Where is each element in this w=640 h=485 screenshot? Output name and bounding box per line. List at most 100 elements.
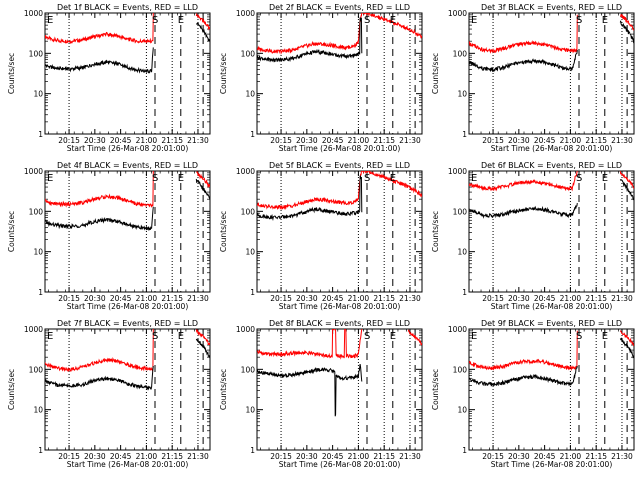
- x-tick-label: 21:15: [161, 136, 183, 145]
- y-tick-label: 10: [457, 406, 467, 415]
- x-axis-label: Start Time (26-Mar-08 20:01:00): [67, 144, 189, 153]
- plot-frame: [256, 328, 423, 451]
- x-tick-label: 20:30: [84, 294, 106, 303]
- panel-title: Det 2f BLACK = Events, RED = LLD: [269, 3, 410, 12]
- x-tick-label: 21:30: [399, 294, 421, 303]
- x-tick-label: 20:45: [322, 136, 344, 145]
- y-tick-label: 1: [250, 446, 255, 455]
- interval-marker-e: E: [471, 15, 477, 26]
- y-tick-label: 1: [38, 446, 43, 455]
- det-panel-3: Det 3f BLACK = Events, RED = LLD 1 10 100 10…: [431, 3, 635, 153]
- panel-title: Det 5f BLACK = Events, RED = LLD: [269, 161, 410, 170]
- x-tick-label: 20:15: [270, 294, 292, 303]
- events-series-line: [619, 20, 634, 44]
- interval-marker-s: S: [364, 15, 370, 26]
- lld-series-line: [619, 171, 634, 190]
- events-series-line: [469, 365, 578, 387]
- x-tick-label: 20:30: [508, 452, 530, 461]
- x-tick-label: 21:15: [161, 294, 183, 303]
- y-tick-label: 1: [250, 288, 255, 297]
- x-tick-label: 20:45: [322, 294, 344, 303]
- x-tick-label: 21:00: [560, 136, 582, 145]
- events-series-line: [619, 337, 634, 359]
- y-tick-label: 10: [33, 248, 43, 257]
- det-panel-2: Det 2f BLACK = Events, RED = LLD 1 10 100 10…: [219, 3, 423, 153]
- y-tick-label: 10: [33, 90, 43, 99]
- y-tick-label: 1000: [448, 9, 467, 18]
- plot-frame: [44, 170, 211, 293]
- y-tick-label: 1: [462, 130, 467, 139]
- x-axis-label: Start Time (26-Mar-08 20:01:00): [491, 302, 613, 311]
- y-axis-label: Counts/sec: [219, 211, 228, 252]
- x-tick-label: 20:30: [296, 294, 318, 303]
- x-tick-label: 21:15: [373, 294, 395, 303]
- x-tick-label: 21:30: [187, 452, 209, 461]
- y-tick-label: 1000: [236, 325, 255, 334]
- lld-series-line: [45, 171, 154, 208]
- det-panel-1: Det 1f BLACK = Events, RED = LLD 1 10 100 10…: [7, 3, 211, 153]
- events-series-line: [196, 22, 210, 43]
- interval-marker-e: E: [178, 173, 184, 184]
- y-tick-label: 10: [245, 406, 255, 415]
- x-tick-label: 20:30: [84, 136, 106, 145]
- lld-series-line: [195, 329, 210, 346]
- x-axis-label: Start Time (26-Mar-08 20:01:00): [279, 460, 401, 469]
- x-tick-label: 21:00: [560, 294, 582, 303]
- x-tick-label: 20:15: [270, 452, 292, 461]
- y-tick-label: 1: [38, 288, 43, 297]
- interval-marker-s: S: [576, 173, 582, 184]
- y-axis-label: Counts/sec: [219, 369, 228, 410]
- interval-marker-e: E: [47, 331, 53, 342]
- y-tick-label: 100: [241, 365, 256, 374]
- y-tick-label: 10: [33, 406, 43, 415]
- x-tick-label: 21:15: [585, 294, 607, 303]
- y-axis-label: Counts/sec: [7, 53, 16, 94]
- y-tick-label: 1000: [24, 167, 43, 176]
- interval-marker-e: E: [178, 15, 184, 26]
- lld-series-line: [196, 171, 210, 189]
- x-tick-label: 21:00: [136, 452, 158, 461]
- x-tick-label: 20:45: [534, 136, 556, 145]
- lld-series-line: [257, 171, 422, 211]
- det-panel-4: Det 4f BLACK = Events, RED = LLD 1 10 100 10…: [7, 161, 211, 311]
- plot-frame: [44, 12, 211, 135]
- interval-marker-s: S: [576, 331, 582, 342]
- interval-marker-e: E: [178, 331, 184, 342]
- panel-title: Det 7f BLACK = Events, RED = LLD: [57, 319, 198, 328]
- x-tick-label: 21:15: [585, 452, 607, 461]
- lld-series-line: [45, 329, 154, 372]
- interval-marker-s: S: [576, 15, 582, 26]
- x-tick-label: 21:30: [187, 294, 209, 303]
- interval-marker-e: E: [471, 331, 477, 342]
- det-panel-6: Det 6f BLACK = Events, RED = LLD 1 10 100 10…: [431, 161, 635, 311]
- x-tick-label: 20:45: [534, 452, 556, 461]
- x-tick-label: 21:30: [611, 452, 633, 461]
- x-tick-label: 21:30: [399, 136, 421, 145]
- y-axis-label: Counts/sec: [431, 53, 440, 94]
- x-tick-label: 21:00: [348, 294, 370, 303]
- y-axis-label: Counts/sec: [431, 211, 440, 252]
- interval-marker-s: S: [152, 331, 158, 342]
- interval-marker-e: E: [390, 15, 396, 26]
- interval-marker-s: S: [364, 173, 370, 184]
- x-tick-label: 20:45: [322, 452, 344, 461]
- panel-title: Det 6f BLACK = Events, RED = LLD: [481, 161, 622, 170]
- y-tick-label: 100: [29, 49, 44, 58]
- y-tick-label: 1000: [448, 167, 467, 176]
- y-tick-label: 100: [241, 49, 256, 58]
- interval-marker-s: S: [152, 15, 158, 26]
- plot-frame: [468, 170, 635, 293]
- x-tick-label: 21:00: [348, 452, 370, 461]
- y-tick-label: 1: [250, 130, 255, 139]
- x-tick-label: 20:30: [508, 294, 530, 303]
- x-tick-label: 20:30: [296, 136, 318, 145]
- plot-frame: [256, 170, 423, 293]
- y-tick-label: 100: [453, 49, 468, 58]
- events-series-line: [469, 50, 578, 73]
- x-axis-label: Start Time (26-Mar-08 20:01:00): [67, 460, 189, 469]
- panel-title: Det 1f BLACK = Events, RED = LLD: [57, 3, 198, 12]
- plot-frame: [44, 328, 211, 451]
- events-series-line: [195, 338, 210, 359]
